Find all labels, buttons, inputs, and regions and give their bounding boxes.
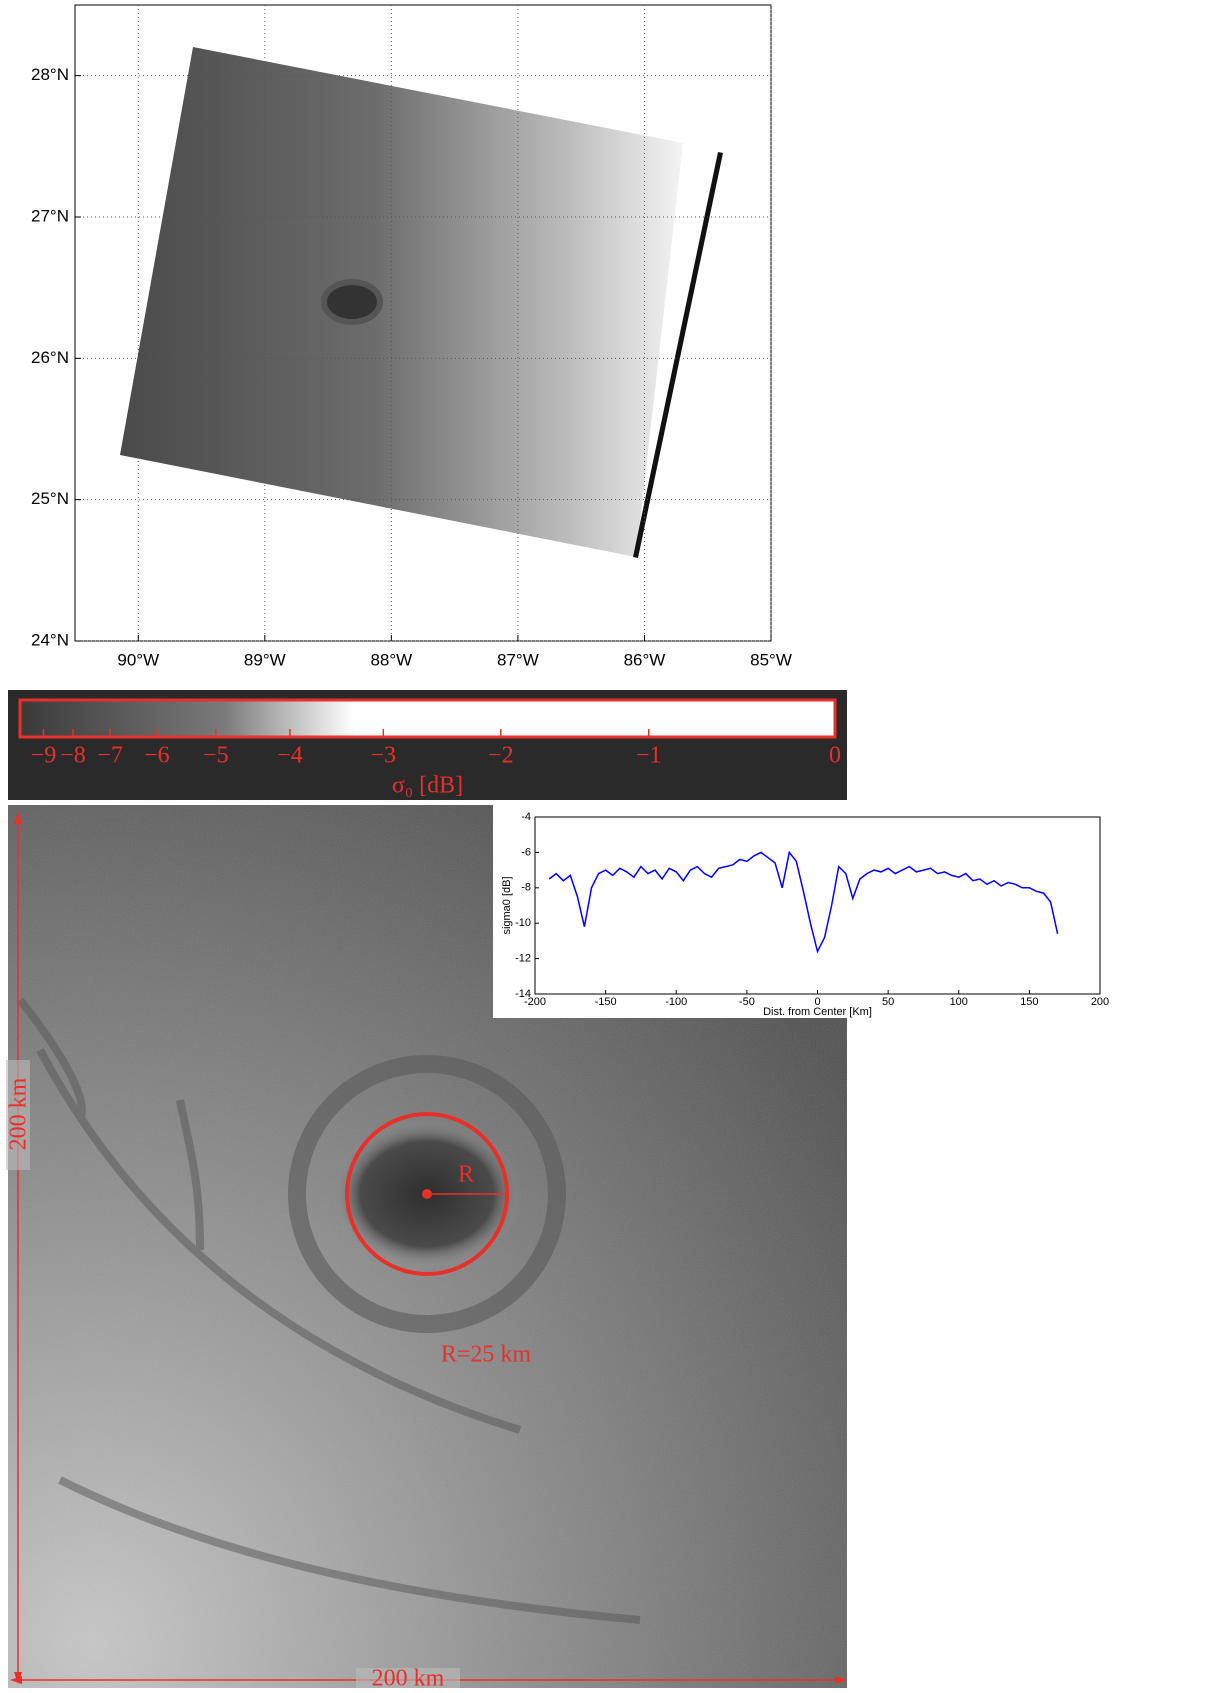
x-tick-label: 200: [1091, 996, 1109, 1008]
width-label: 200 km: [372, 1666, 445, 1689]
height-label: 200 km: [6, 1077, 32, 1150]
y-tick-label: -8: [521, 882, 531, 894]
x-tick-label: 0: [814, 996, 820, 1008]
y-tick-label: -6: [521, 846, 531, 858]
swath-edge: [633, 152, 723, 558]
x-tick-label: 100: [950, 996, 968, 1008]
arrow-head: [835, 1676, 847, 1684]
x-tick-label: 150: [1020, 996, 1038, 1008]
y-tick-label: 27°N: [31, 206, 69, 225]
colorbar-tick-label: −4: [277, 743, 303, 769]
sar-swath: [120, 47, 683, 557]
arrow-head: [14, 812, 22, 824]
y-tick-label: -4: [521, 811, 531, 823]
y-tick-label: -10: [515, 917, 531, 929]
y-tick-label: 28°N: [31, 65, 69, 84]
colorbar-tick-label: 0: [829, 743, 841, 769]
data-line: [548, 850, 1059, 954]
y-tick-label: -12: [515, 953, 531, 965]
y-tick-label: 26°N: [31, 348, 69, 367]
y-tick-label: -14: [515, 988, 531, 1000]
x-tick-label: 89°W: [244, 650, 286, 669]
radius-symbol: R: [458, 1162, 474, 1188]
label-backdrop: [6, 1060, 30, 1170]
x-tick-label: 88°W: [370, 650, 412, 669]
x-tick-label: 90°W: [117, 650, 159, 669]
map-panel: [74, 4, 772, 642]
colorbar-tick-label: −6: [144, 743, 170, 769]
y-tick-label: 24°N: [31, 630, 69, 649]
x-tick-label: 87°W: [497, 650, 539, 669]
x-tick-label: 50: [882, 996, 894, 1008]
colorbar-label: σ₀ [dB]: [392, 773, 463, 799]
x-tick-label: -100: [665, 996, 687, 1008]
rain-band: [16, 997, 641, 1624]
colorbar-tick-label: −3: [371, 743, 397, 769]
x-axis-label: Dist. from Center [Km]: [763, 1006, 872, 1018]
colorbar-tick-label: −8: [60, 743, 86, 769]
eye: [321, 279, 383, 325]
x-tick-label: -200: [524, 996, 546, 1008]
x-tick-label: -150: [595, 996, 617, 1008]
colorbar-tick-label: −5: [203, 743, 229, 769]
colorbar-tick-label: −7: [97, 743, 123, 769]
x-tick-label: 86°W: [624, 650, 666, 669]
colorbar-tick-label: −9: [31, 743, 57, 769]
colorbar-tick-label: −2: [488, 743, 514, 769]
sar-panel: R R=25 km 200 km 200 km: [6, 690, 1110, 1692]
y-axis-label: sigma0 [dB]: [501, 876, 513, 934]
x-tick-label: 85°W: [750, 650, 792, 669]
radius-label: R=25 km: [441, 1342, 532, 1368]
inset-background: [493, 805, 1110, 1018]
y-tick-label: 25°N: [31, 489, 69, 508]
arrow-head: [10, 1676, 22, 1684]
eyewall: [288, 1055, 566, 1333]
x-tick-label: -50: [739, 996, 755, 1008]
colorbar: [18, 698, 837, 739]
colorbar-tick-label: −1: [636, 743, 662, 769]
